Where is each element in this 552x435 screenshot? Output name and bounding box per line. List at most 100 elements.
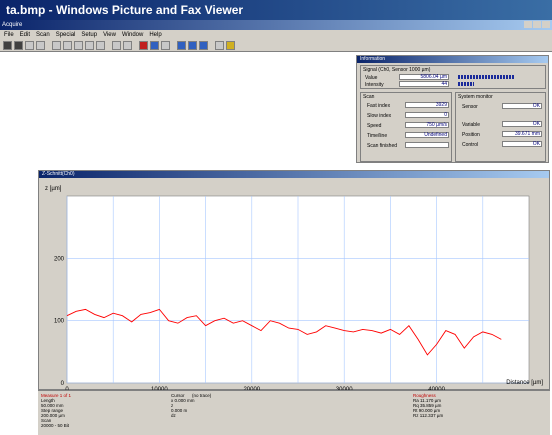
value-label: Value (365, 75, 378, 81)
measure-title: Measure 1 of 1 (41, 393, 72, 398)
intensity-field: 44 (399, 81, 449, 87)
scan-finished-value (405, 142, 449, 148)
time-line-value: Undefined (405, 132, 449, 138)
position-value: 39.671 mm (502, 131, 542, 137)
x-tick-label: 20000 (243, 387, 260, 390)
measure-section: Measure 1 of 1 Length 50.000 mm Step ran… (41, 393, 161, 428)
tool-icon[interactable] (161, 41, 170, 50)
cursor-line: z (171, 403, 174, 408)
measure-line: Step range (41, 408, 64, 413)
signal-title: Signal (Ch0, Sensor 1000 µm) (363, 67, 431, 73)
intensity-meter (458, 82, 474, 86)
information-panel-title: Information (357, 56, 548, 63)
y-tick-label: 0 (61, 381, 65, 387)
tool-icon[interactable] (96, 41, 105, 50)
cursor-mode: (no trace) (192, 393, 212, 398)
app-title: Acquire (2, 22, 23, 28)
roughness-line: Rz 112.337 µm (413, 413, 444, 418)
grid-icon[interactable] (150, 41, 159, 50)
x-tick-label: 10000 (151, 387, 168, 390)
bottom-results-panel: Measure 1 of 1 Length 50.000 mm Step ran… (38, 390, 550, 435)
tool-icon[interactable] (63, 41, 72, 50)
control-value: OK (502, 141, 542, 147)
time-line-label: Time/line (367, 133, 388, 139)
close-icon[interactable] (542, 21, 550, 28)
menu-window[interactable]: Window (121, 32, 144, 38)
save-icon[interactable] (14, 41, 23, 50)
cursor-line: x 0.000 mm (171, 398, 195, 403)
menu-help[interactable]: Help (149, 32, 162, 38)
slow-index-value: 0 (405, 112, 449, 118)
tool-icon[interactable] (112, 41, 121, 50)
scan-group: Scan Fast index 3929 Slow index 0 Speed … (360, 92, 452, 162)
intensity-label: Intensity (365, 82, 384, 88)
roughness-line: Ra 11.170 µm (413, 398, 442, 403)
view-icon[interactable] (177, 41, 186, 50)
fast-index-value: 3929 (405, 102, 449, 108)
value-field: 5806.04 µm (399, 74, 449, 80)
tool-icon[interactable] (123, 41, 132, 50)
measure-line: Scan (41, 418, 52, 423)
scan-finished-label: Scan finished (367, 143, 398, 149)
tool-icon[interactable] (85, 41, 94, 50)
y-tick-label: 200 (54, 256, 65, 262)
view-icon[interactable] (199, 41, 208, 50)
x-axis-label: Distance [µm] (506, 380, 543, 386)
speed-label: Speed (367, 123, 382, 129)
x-tick-label: 0 (65, 387, 69, 390)
app-title-bar: Acquire (0, 20, 552, 30)
maximize-icon[interactable] (533, 21, 541, 28)
sensor-value: OK (502, 103, 542, 109)
menu-special[interactable]: Special (55, 32, 76, 38)
cursor-line: dz (171, 413, 176, 418)
measure-line: 50.000 mm (41, 403, 64, 408)
profile-chart: 0 10000 20000 30000 40000 0 100 200 z [µm] Dist… (45, 186, 543, 390)
tool-icon[interactable] (74, 41, 83, 50)
variable-label: Variable (462, 122, 480, 128)
position-label: Position (462, 132, 480, 138)
profile-chart-window: Z-Schnitt(Ch0) 0 10000 20000 30000 40000 0 100… (38, 170, 550, 390)
view-icon[interactable] (188, 41, 197, 50)
help-icon[interactable] (226, 41, 235, 50)
system-monitor-group: System monitor Sensor OK Variable OK Pos… (455, 92, 546, 162)
roughness-title: Roughness (413, 393, 436, 398)
measure-line: Length (41, 398, 55, 403)
cursor-line: 0.000 m (171, 408, 188, 413)
sensor-label: Sensor (462, 104, 478, 110)
signal-group: Signal (Ch0, Sensor 1000 µm) Value 5806.… (360, 65, 546, 89)
cursor-title: Cursor (171, 393, 185, 398)
open-icon[interactable] (25, 41, 34, 50)
value-meter (458, 75, 514, 79)
stop-icon[interactable] (139, 41, 148, 50)
menu-bar: File Edit Scan Special Setup View Window… (0, 30, 552, 40)
profile-series-line (66, 308, 502, 356)
menu-edit[interactable]: Edit (19, 32, 31, 38)
control-label: Control (462, 142, 479, 148)
x-tick-label: 30000 (336, 387, 353, 390)
scan-title: Scan (363, 94, 375, 100)
system-monitor-title: System monitor (458, 94, 493, 100)
x-tick-label: 40000 (428, 387, 445, 390)
measure-line: 20000 - 50 Bit (41, 423, 70, 428)
slow-index-label: Slow index (367, 113, 392, 119)
chart-window-title: Z-Schnitt(Ch0) (39, 171, 549, 178)
new-icon[interactable] (3, 41, 12, 50)
speed-value: 750 µm/s (405, 122, 449, 128)
information-panel: Information Signal (Ch0, Sensor 1000 µm)… (356, 55, 549, 163)
measure-line: 200.000 µm (41, 413, 65, 418)
window-title-bar: ta.bmp - Windows Picture and Fax Viewer (0, 0, 552, 20)
menu-scan[interactable]: Scan (36, 32, 50, 38)
toolbar (0, 40, 552, 52)
tool-icon[interactable] (215, 41, 224, 50)
roughness-line: Rq 35.859 µm (413, 403, 442, 408)
y-axis-label: z [µm] (45, 186, 62, 192)
minimize-icon[interactable] (524, 21, 532, 28)
print-icon[interactable] (36, 41, 45, 50)
roughness-section: Roughness Ra 11.170 µm Rq 35.859 µm Rt 9… (413, 393, 533, 418)
menu-setup[interactable]: Setup (81, 32, 98, 38)
tool-icon[interactable] (52, 41, 61, 50)
fast-index-label: Fast index (367, 103, 391, 109)
menu-file[interactable]: File (4, 32, 14, 38)
y-tick-label: 100 (54, 319, 65, 325)
menu-view[interactable]: View (103, 32, 116, 38)
